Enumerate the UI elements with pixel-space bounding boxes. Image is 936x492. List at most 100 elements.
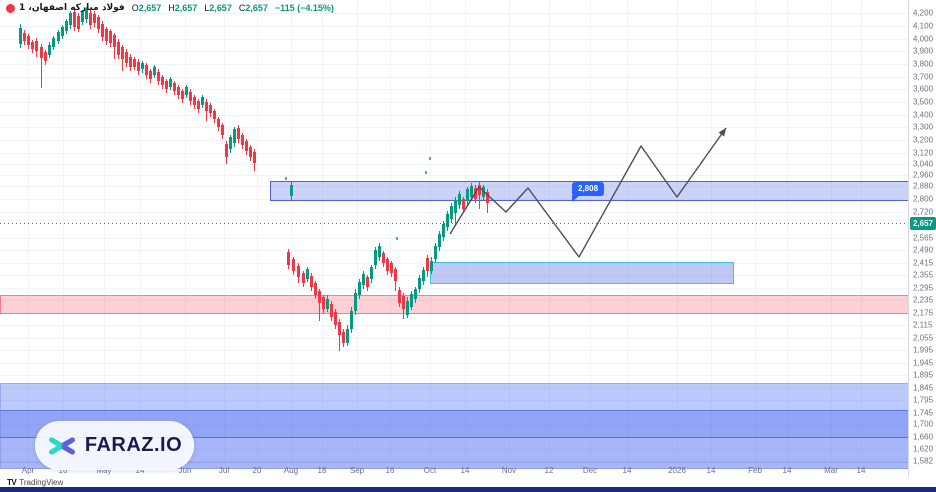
ohlc-high: H2,657: [168, 3, 198, 13]
price-tick-label: 3,120: [913, 148, 934, 158]
time-tick-label: 14: [460, 466, 470, 475]
price-axis[interactable]: 2,657 4,200 4,100 4,000 3,900 3,800 3,700 3,60…: [908, 0, 936, 477]
candle-body: [185, 87, 188, 95]
price-tick-label: 2,720: [913, 207, 934, 217]
candle-body: [410, 294, 413, 307]
time-tick-label: 14: [706, 466, 716, 475]
candle-body: [362, 274, 365, 285]
candle-body: [217, 119, 220, 127]
candle-body: [402, 296, 405, 309]
candle-body: [430, 261, 433, 271]
candle-body: [354, 293, 357, 311]
candle-body: [89, 13, 92, 25]
candle-body: [454, 200, 457, 213]
candle-body: [418, 278, 421, 289]
candle-body: [52, 38, 55, 47]
price-callout[interactable]: 2,808: [572, 182, 605, 202]
time-tick-label: 12: [544, 466, 554, 475]
candle-body: [394, 269, 397, 281]
candle-body: [322, 297, 325, 309]
candle-body: [129, 57, 132, 67]
candle-body: [61, 27, 64, 36]
support-zone-cyan-border[interactable]: [430, 262, 734, 284]
candle-body: [121, 47, 124, 59]
time-tick-label: 14: [622, 466, 632, 475]
time-tick-label: Jun: [178, 466, 192, 475]
candle-body: [390, 263, 393, 273]
price-tick-label: 3,900: [913, 46, 934, 56]
candle-body: [85, 9, 88, 19]
candle-body: [229, 137, 232, 149]
time-tick-label: 2026: [668, 466, 686, 475]
candle-body: [318, 291, 321, 303]
ohlc-close: C2,657: [238, 3, 268, 13]
candle-body: [197, 101, 200, 109]
candle-body: [398, 290, 401, 303]
candle-body: [374, 250, 377, 265]
tradingview-attribution[interactable]: TradingView: [19, 477, 64, 487]
candle-body: [338, 322, 341, 335]
candle-body: [310, 276, 313, 287]
candle-body: [165, 81, 168, 89]
price-tick-label: 2,175: [913, 308, 934, 318]
price-tick-label: 2,565: [913, 233, 934, 243]
candle-body: [334, 312, 337, 325]
candle-body: [201, 97, 204, 105]
candle-body: [209, 105, 212, 113]
time-tick-label: 16: [58, 466, 68, 475]
candle-body: [378, 246, 381, 257]
price-tick-label: 2,295: [913, 283, 934, 293]
price-tick-label: 3,200: [913, 135, 934, 145]
price-tick-label: 3,600: [913, 84, 934, 94]
price-tick-label: 1,995: [913, 345, 934, 355]
candle-body: [205, 102, 208, 111]
brand-name: FARAZ.IO: [84, 434, 183, 456]
candle-body: [44, 52, 47, 61]
candle-body: [133, 59, 136, 67]
tradingview-logo-icon[interactable]: TV: [7, 477, 17, 487]
candle-body: [366, 277, 369, 287]
candle-body: [149, 71, 152, 79]
price-tick-label: 1,582: [913, 456, 934, 466]
candle-body: [446, 214, 449, 227]
price-tick-label: 2,055: [913, 333, 934, 343]
time-tick-label: May: [96, 466, 112, 475]
price-tick-label: 1,945: [913, 358, 934, 368]
candle-body: [137, 62, 140, 71]
price-tick-label: 1,745: [913, 408, 934, 418]
price-tick-label: 2,880: [913, 181, 934, 191]
candle-body: [314, 283, 317, 295]
price-tick-label: 4,100: [913, 21, 934, 31]
candle-body: [153, 67, 156, 75]
candle-body: [173, 83, 176, 91]
candle-body: [233, 129, 236, 143]
candle-body: [458, 194, 461, 205]
candle-body: [342, 332, 345, 343]
candle-body: [169, 79, 172, 87]
candle-body: [438, 234, 441, 247]
time-axis-labels: Apr 16 May 14 Jun Jul 20 Aug 18 Sep 16 Oct 14 Nov 12 De…: [0, 466, 908, 478]
candle-body: [113, 35, 116, 47]
supply-zone-pink[interactable]: [0, 295, 909, 314]
price-tick-label: 3,500: [913, 97, 934, 107]
time-tick-label: 14: [856, 466, 866, 475]
last-price-badge: 2,657: [910, 217, 936, 230]
price-tick-label: 1,795: [913, 395, 934, 405]
faraz-asterisk-icon: [48, 430, 75, 461]
candle-body: [27, 36, 30, 45]
projection-trend-line[interactable]: [449, 127, 727, 258]
symbol-legend[interactable]: فولاد مبارکه اصفهان، 1 O2,657 H2,657 L2,…: [6, 3, 334, 13]
event-marker-icon: [285, 177, 287, 180]
candle-body: [117, 42, 120, 55]
candle-body: [306, 269, 309, 279]
time-tick-label: Apr: [21, 466, 35, 475]
price-tick-label: 2,960: [913, 170, 934, 180]
candle-body: [462, 199, 465, 209]
event-marker-icon: [425, 171, 427, 174]
price-tick-label: 1,895: [913, 370, 934, 380]
demand-band-1[interactable]: [0, 383, 909, 411]
price-tick-label: 2,415: [913, 258, 934, 268]
candle-body: [249, 147, 252, 157]
price-chart-canvas[interactable]: [0, 0, 908, 470]
candle-body: [77, 16, 80, 29]
